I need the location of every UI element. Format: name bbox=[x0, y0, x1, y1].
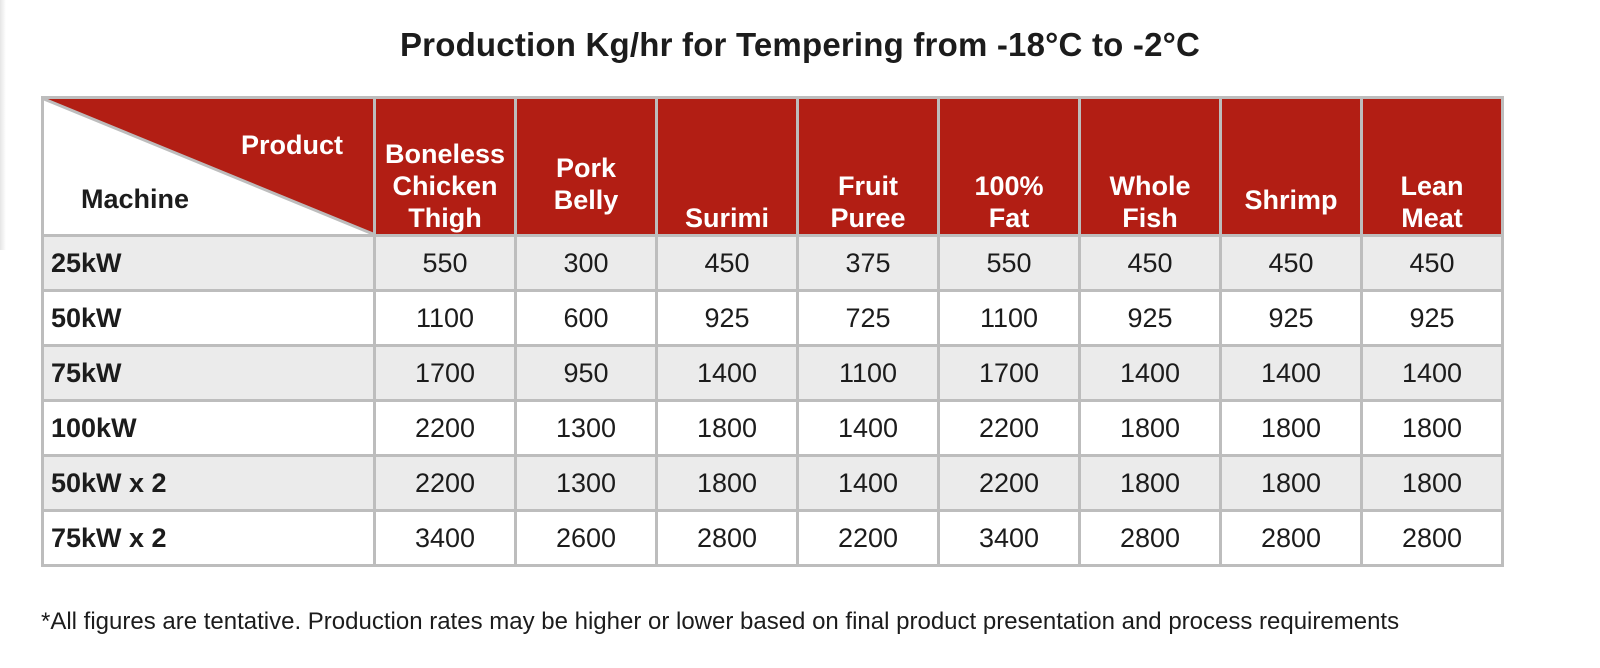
table-row: 25kW 550 300 450 375 550 450 450 450 bbox=[41, 234, 1504, 292]
table-row: 50kW 1100 600 925 725 1100 925 925 925 bbox=[41, 289, 1504, 347]
value-cell: 1800 bbox=[655, 454, 799, 512]
value-cell: 375 bbox=[796, 234, 940, 292]
value-cell: 1700 bbox=[373, 344, 517, 402]
header-row: Product Machine Boneless Chicken Thigh P… bbox=[41, 96, 1504, 237]
machine-cell: 25kW bbox=[41, 234, 376, 292]
table-row: 75kW x 2 3400 2600 2800 2200 3400 2800 2800 2800 bbox=[41, 509, 1504, 567]
corner-header-cell: Product Machine bbox=[41, 96, 376, 237]
column-header: Lean Meat bbox=[1360, 96, 1504, 237]
value-cell: 1700 bbox=[937, 344, 1081, 402]
value-cell: 3400 bbox=[373, 509, 517, 567]
diagonal-split-graphic bbox=[45, 100, 372, 233]
value-cell: 1800 bbox=[1219, 454, 1363, 512]
column-header-line: Fruit bbox=[838, 171, 898, 201]
value-cell: 1100 bbox=[937, 289, 1081, 347]
value-cell: 950 bbox=[514, 344, 658, 402]
column-header-line: Fat bbox=[988, 203, 1030, 233]
value-cell: 450 bbox=[1219, 234, 1363, 292]
column-header-line: Boneless bbox=[384, 139, 506, 169]
machine-cell: 75kW x 2 bbox=[41, 509, 376, 567]
column-header: Fruit Puree bbox=[796, 96, 940, 237]
value-cell: 450 bbox=[655, 234, 799, 292]
value-cell: 1800 bbox=[1360, 399, 1504, 457]
value-cell: 2200 bbox=[373, 454, 517, 512]
corner-product-label: Product bbox=[240, 130, 343, 160]
value-cell: 1300 bbox=[514, 454, 658, 512]
column-header: Shrimp bbox=[1219, 96, 1363, 237]
value-cell: 1400 bbox=[1219, 344, 1363, 402]
page-edge-shadow bbox=[0, 0, 6, 250]
column-header-line: Whole bbox=[1109, 171, 1191, 201]
value-cell: 2800 bbox=[1219, 509, 1363, 567]
column-header-line: Fish bbox=[1122, 203, 1178, 233]
column-header-line: Surimi bbox=[684, 203, 770, 233]
value-cell: 2200 bbox=[937, 454, 1081, 512]
value-cell: 1400 bbox=[1078, 344, 1222, 402]
machine-cell: 100kW bbox=[41, 399, 376, 457]
value-cell: 1800 bbox=[1078, 454, 1222, 512]
value-cell: 1800 bbox=[1219, 399, 1363, 457]
column-header-line: Pork bbox=[555, 153, 617, 183]
value-cell: 1100 bbox=[796, 344, 940, 402]
value-cell: 2800 bbox=[1078, 509, 1222, 567]
table-row: 100kW 2200 1300 1800 1400 2200 1800 1800 1800 bbox=[41, 399, 1504, 457]
column-header-line: Puree bbox=[830, 203, 906, 233]
value-cell: 1800 bbox=[1360, 454, 1504, 512]
production-table: Product Machine Boneless Chicken Thigh P… bbox=[41, 96, 1504, 567]
value-cell: 550 bbox=[373, 234, 517, 292]
value-cell: 450 bbox=[1078, 234, 1222, 292]
value-cell: 550 bbox=[937, 234, 1081, 292]
column-header-line: Meat bbox=[1401, 203, 1463, 233]
value-cell: 450 bbox=[1360, 234, 1504, 292]
column-header-line: 100% bbox=[974, 171, 1044, 201]
column-header: 100% Fat bbox=[937, 96, 1081, 237]
column-header-line: Belly bbox=[553, 185, 619, 215]
value-cell: 2200 bbox=[796, 509, 940, 567]
value-cell: 925 bbox=[1078, 289, 1222, 347]
value-cell: 2800 bbox=[655, 509, 799, 567]
value-cell: 1300 bbox=[514, 399, 658, 457]
column-header: Surimi bbox=[655, 96, 799, 237]
value-cell: 1400 bbox=[796, 399, 940, 457]
value-cell: 1800 bbox=[655, 399, 799, 457]
value-cell: 925 bbox=[655, 289, 799, 347]
column-header: Pork Belly bbox=[514, 96, 658, 237]
column-header-line: Lean bbox=[1400, 171, 1464, 201]
value-cell: 2200 bbox=[373, 399, 517, 457]
value-cell: 3400 bbox=[937, 509, 1081, 567]
table-row: 75kW 1700 950 1400 1100 1700 1400 1400 1400 bbox=[41, 344, 1504, 402]
value-cell: 300 bbox=[514, 234, 658, 292]
column-header-line: Thigh bbox=[408, 203, 482, 233]
machine-cell: 75kW bbox=[41, 344, 376, 402]
column-header-line: Shrimp bbox=[1244, 185, 1338, 215]
corner-machine-label: Machine bbox=[81, 184, 190, 214]
table-row: 50kW x 2 2200 1300 1800 1400 2200 1800 1800 1800 bbox=[41, 454, 1504, 512]
machine-cell: 50kW bbox=[41, 289, 376, 347]
value-cell: 1800 bbox=[1078, 399, 1222, 457]
value-cell: 1400 bbox=[1360, 344, 1504, 402]
value-cell: 2600 bbox=[514, 509, 658, 567]
value-cell: 1100 bbox=[373, 289, 517, 347]
column-header-line: Chicken bbox=[392, 171, 498, 201]
footnote: *All figures are tentative. Production r… bbox=[41, 608, 1400, 635]
machine-cell: 50kW x 2 bbox=[41, 454, 376, 512]
value-cell: 2200 bbox=[937, 399, 1081, 457]
value-cell: 600 bbox=[514, 289, 658, 347]
table-body: 25kW 550 300 450 375 550 450 450 450 50kW 1100 600 9… bbox=[41, 234, 1504, 567]
value-cell: 1400 bbox=[796, 454, 940, 512]
value-cell: 2800 bbox=[1360, 509, 1504, 567]
value-cell: 925 bbox=[1360, 289, 1504, 347]
value-cell: 725 bbox=[796, 289, 940, 347]
value-cell: 1400 bbox=[655, 344, 799, 402]
table-title: Production Kg/hr for Tempering from -18°… bbox=[399, 26, 1201, 63]
value-cell: 925 bbox=[1219, 289, 1363, 347]
column-header: Boneless Chicken Thigh bbox=[373, 96, 517, 237]
column-header: Whole Fish bbox=[1078, 96, 1222, 237]
